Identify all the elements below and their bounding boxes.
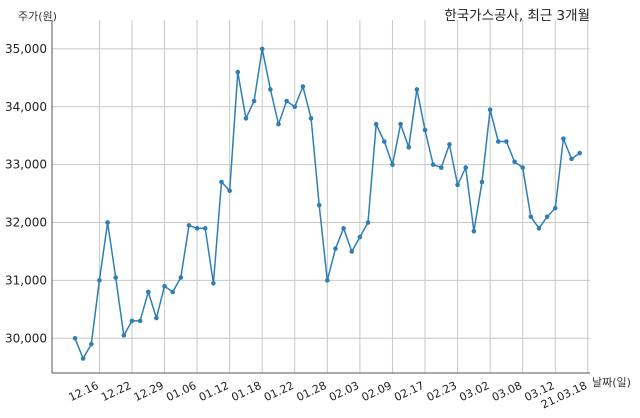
- x-tick-label: 02.23: [425, 379, 459, 404]
- data-point: [72, 335, 78, 341]
- data-point: [536, 226, 542, 231]
- data-point: [512, 159, 517, 165]
- data-point: [414, 87, 420, 92]
- data-point: [520, 165, 525, 170]
- data-point: [341, 226, 346, 231]
- data-point: [430, 162, 436, 167]
- data-point: [259, 46, 265, 52]
- data-point: [178, 275, 184, 280]
- data-point: [333, 246, 338, 251]
- data-point: [186, 223, 192, 228]
- data-point: [439, 165, 444, 170]
- x-tick-label: 03.08: [490, 379, 524, 404]
- y-tick-label: 34,000: [5, 100, 47, 114]
- data-point: [145, 289, 151, 295]
- x-tick-label: 02.03: [327, 379, 361, 404]
- data-point: [292, 104, 298, 110]
- data-point: [373, 121, 379, 127]
- data-point: [479, 179, 485, 185]
- data-point: [129, 318, 135, 324]
- data-point: [170, 289, 175, 295]
- data-point: [137, 318, 143, 324]
- data-point: [276, 121, 281, 127]
- data-point: [561, 136, 566, 141]
- data-point: [577, 150, 582, 156]
- data-point: [88, 341, 94, 347]
- y-tick-label: 35,000: [5, 42, 47, 56]
- data-point: [243, 116, 249, 121]
- data-point: [251, 98, 257, 104]
- data-point: [284, 98, 289, 104]
- data-point: [97, 278, 102, 283]
- data-point: [113, 275, 118, 280]
- chart-title: 한국가스공사, 최근 3개월: [444, 8, 590, 24]
- data-point: [495, 139, 501, 144]
- data-point: [528, 214, 534, 220]
- y-tick-label: 33,000: [5, 158, 47, 172]
- y-tick-label: 32,000: [5, 216, 47, 230]
- data-point: [406, 145, 412, 150]
- data-point: [544, 214, 550, 220]
- data-point: [552, 205, 558, 211]
- x-tick-label: 03.02: [457, 379, 491, 404]
- data-point: [154, 315, 159, 321]
- x-tick-label: 02.17: [392, 379, 426, 404]
- data-point: [569, 156, 574, 162]
- data-point: [162, 283, 167, 289]
- x-tick-label: 02.09: [360, 379, 394, 404]
- data-point: [300, 84, 306, 89]
- x-tick-label: 01.28: [295, 379, 329, 404]
- data-point: [194, 226, 200, 231]
- data-point: [202, 226, 208, 231]
- x-tick-label: 01.22: [262, 379, 296, 404]
- data-point: [504, 139, 509, 144]
- data-point: [382, 139, 387, 144]
- x-tick-label: 01.12: [197, 379, 231, 404]
- data-point: [80, 356, 86, 361]
- data-point: [365, 220, 371, 225]
- data-point: [308, 116, 314, 121]
- data-point: [268, 87, 273, 92]
- y-tick-label: 30,000: [5, 331, 47, 345]
- x-tick-label: 01.06: [164, 379, 198, 404]
- data-point: [422, 127, 428, 133]
- data-point: [390, 162, 395, 167]
- data-point: [357, 234, 363, 240]
- data-point: [455, 182, 460, 188]
- data-point: [471, 228, 477, 234]
- x-tick-label: 12.22: [99, 379, 133, 404]
- x-tick-label: 12.16: [67, 379, 101, 404]
- y-axis-label: 주가(원): [18, 10, 57, 23]
- x-axis-label: 날짜(일): [592, 376, 631, 389]
- data-point: [316, 202, 322, 208]
- data-point: [219, 179, 224, 185]
- data-point: [211, 281, 216, 286]
- data-point: [325, 278, 330, 283]
- data-point: [463, 165, 469, 170]
- y-tick-label: 31,000: [5, 273, 47, 287]
- data-point: [349, 249, 355, 254]
- data-point: [235, 69, 241, 75]
- data-point: [121, 333, 127, 338]
- data-point: [447, 142, 452, 147]
- data-point: [105, 220, 110, 225]
- data-point: [398, 121, 403, 127]
- x-tick-label: 12.29: [132, 379, 166, 404]
- data-point: [487, 107, 493, 112]
- x-tick-label: 01.18: [229, 379, 263, 404]
- data-point: [227, 188, 232, 194]
